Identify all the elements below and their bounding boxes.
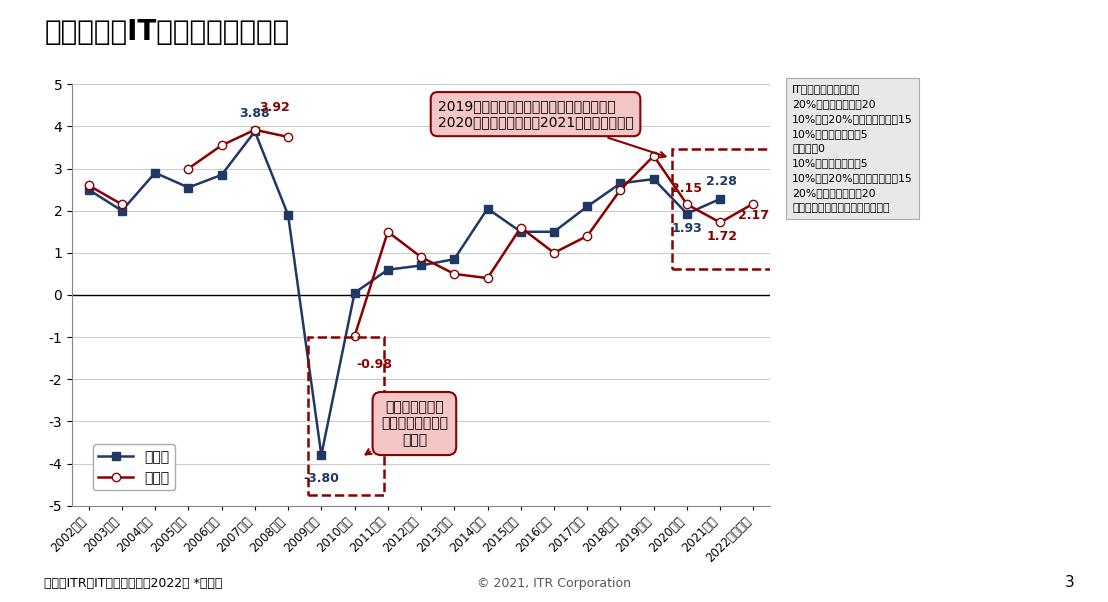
Bar (671, 149, 772, 269)
Text: 出典：ITR『IT投資動向調査2022』 *速報値: 出典：ITR『IT投資動向調査2022』 *速報値 (44, 577, 223, 590)
Text: 3.88: 3.88 (239, 107, 270, 120)
実績値 (547, 228, 561, 235)
Text: IT投資インデックス：
20%以上の増加を＋20
10%から20%未満の増加を＋15
10%未満の増加を＋5
横ばいを0
10%未満の減少を－5
10%から20: IT投資インデックス： 20%以上の増加を＋20 10%から20%未満の増加を＋… (792, 84, 913, 213)
予想値 (82, 182, 95, 189)
実績値 (82, 186, 95, 193)
予想値 (115, 200, 129, 208)
Text: -3.80: -3.80 (304, 472, 339, 485)
Text: -0.98: -0.98 (357, 358, 392, 371)
Text: 3.92: 3.92 (259, 101, 290, 114)
実績値 (115, 207, 129, 214)
実績値 (581, 203, 594, 210)
Bar (308, 337, 384, 495)
Text: 3: 3 (1065, 575, 1075, 590)
実績値 (315, 452, 328, 459)
実績値 (248, 128, 261, 135)
Text: 2.15: 2.15 (671, 182, 702, 194)
Text: 国内企業のIT投資インデックス: 国内企業のIT投資インデックス (44, 18, 289, 46)
実績値 (381, 266, 394, 273)
実績値 (514, 228, 527, 235)
実績値 (647, 175, 660, 182)
実績値 (614, 179, 627, 187)
実績値 (448, 255, 461, 262)
Text: 1.93: 1.93 (671, 223, 702, 235)
実績値 (148, 169, 162, 176)
Text: 2.17: 2.17 (738, 209, 769, 222)
Text: © 2021, ITR Corporation: © 2021, ITR Corporation (478, 577, 630, 590)
Text: マイナス指数は
リーマンショック
時のみ: マイナス指数は リーマンショック 時のみ (366, 400, 448, 455)
Legend: 実績値, 予想値: 実績値, 予想値 (93, 444, 175, 490)
Line: 実績値: 実績値 (84, 127, 725, 459)
実績値 (182, 184, 195, 191)
Line: 予想値: 予想値 (84, 181, 126, 208)
実績値 (680, 210, 694, 217)
Text: 2.28: 2.28 (707, 175, 737, 187)
Text: 1.72: 1.72 (707, 229, 737, 243)
実績値 (281, 211, 295, 219)
実績値 (348, 289, 361, 296)
Text: 2019年度実績からの下落傾向がコロナ禍の
2020年度も続いたが、2021年度は持ち直す: 2019年度実績からの下落傾向がコロナ禍の 2020年度も続いたが、2021年度… (438, 99, 666, 157)
実績値 (215, 171, 228, 178)
実績値 (714, 195, 727, 202)
実績値 (481, 205, 494, 212)
実績値 (414, 262, 428, 269)
